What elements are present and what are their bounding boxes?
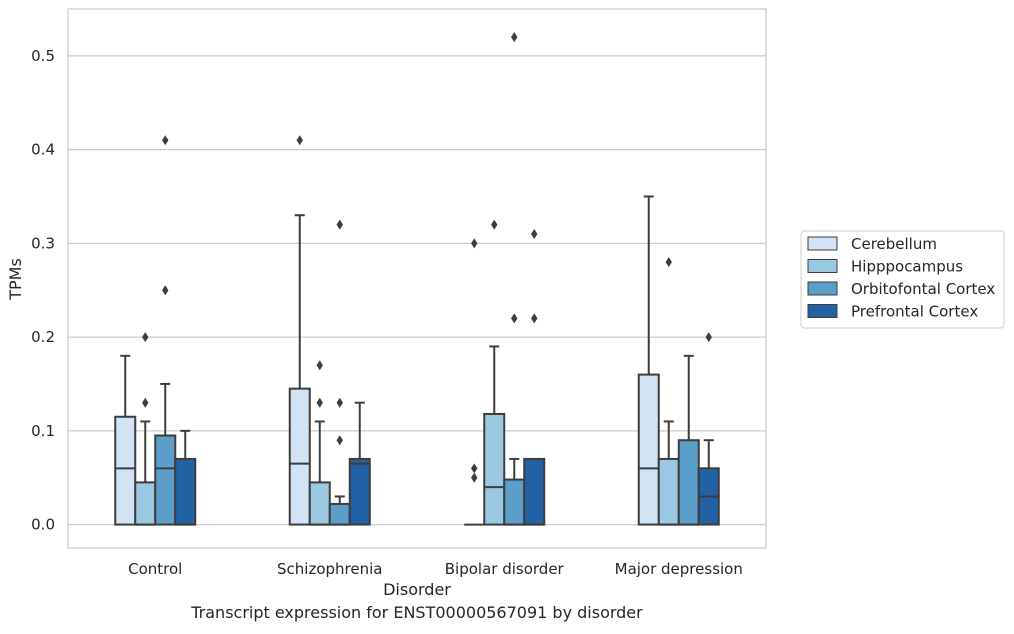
outlier-point [162, 135, 169, 146]
box-group [134, 332, 157, 526]
box [657, 457, 680, 526]
legend-frame [800, 230, 1005, 329]
outlier-point [162, 285, 169, 296]
legend: Cerebellum Hipppocampus Orbitofontal Corte… [800, 230, 1005, 329]
outlier-point [336, 397, 343, 408]
y-tick-label: 0.0 [31, 516, 55, 534]
legend-swatch [807, 259, 838, 273]
box [483, 412, 506, 526]
box-group [308, 360, 331, 526]
legend-label: Prefrontal Cortex [851, 303, 978, 321]
outlier-point [491, 219, 498, 230]
outlier-point [531, 313, 538, 324]
box-group [348, 401, 371, 526]
outlier-point [336, 435, 343, 446]
outlier-point [665, 257, 672, 268]
outlier-point [471, 463, 478, 474]
box [288, 387, 311, 526]
x-tick-label: Schizophrenia [277, 560, 382, 578]
outlier-point [531, 228, 538, 239]
box-group [677, 354, 700, 526]
outlier-point [511, 32, 518, 43]
outlier-point [336, 219, 343, 230]
box-group [464, 238, 485, 526]
box-group [114, 354, 137, 526]
box [523, 457, 546, 526]
outlier-point [142, 397, 149, 408]
outlier-point [316, 397, 323, 408]
y-tick-labels: 0.0 0.1 0.2 0.3 0.4 0.5 [31, 47, 55, 534]
box [174, 457, 197, 526]
box [114, 415, 137, 526]
box [348, 457, 371, 526]
y-axis-title: TPMs [6, 258, 25, 301]
box-group [503, 32, 526, 526]
box-group [288, 135, 311, 526]
x-axis-title: Disorder [383, 580, 451, 599]
outlier-point [511, 313, 518, 324]
legend-label: Orbitofontal Cortex [851, 280, 995, 298]
box-group [483, 219, 506, 526]
box-group [657, 257, 680, 526]
chart-caption: Transcript expression for ENST0000056709… [191, 603, 643, 622]
plot-frame [67, 8, 767, 549]
legend-label: Hipppocampus [851, 258, 963, 276]
y-tick-label: 0.3 [31, 234, 55, 252]
box-group [697, 332, 720, 526]
legend-swatch [807, 281, 838, 296]
x-tick-label: Control [128, 560, 182, 578]
box [503, 478, 526, 526]
box [308, 481, 331, 526]
y-tick-label: 0.1 [31, 422, 55, 440]
box [637, 373, 660, 526]
y-tick-label: 0.5 [31, 47, 55, 65]
box-group [154, 135, 177, 526]
box-group [174, 429, 197, 526]
y-tick-label: 0.4 [31, 141, 55, 159]
outlier-point [142, 332, 149, 343]
outlier-point [471, 238, 478, 249]
outlier-point [471, 472, 478, 483]
box [328, 502, 351, 526]
x-tick-label: Bipolar disorder [445, 560, 565, 578]
legend-swatch [807, 236, 838, 251]
outlier-point [705, 332, 712, 343]
x-tick-label: Major depression [615, 560, 743, 578]
box-group [523, 228, 546, 526]
boxes-layer [114, 32, 720, 526]
legend-label: Cerebellum [851, 235, 937, 253]
box [677, 439, 700, 526]
box-group [328, 219, 351, 526]
legend-swatch [807, 304, 838, 318]
box [154, 434, 177, 526]
outlier-point [296, 135, 303, 146]
y-tick-label: 0.2 [31, 328, 55, 346]
box-group [637, 195, 660, 526]
box [134, 481, 157, 526]
outlier-point [316, 360, 323, 371]
x-tick-labels: Control Schizophrenia Bipolar disorder Majo… [128, 560, 743, 578]
